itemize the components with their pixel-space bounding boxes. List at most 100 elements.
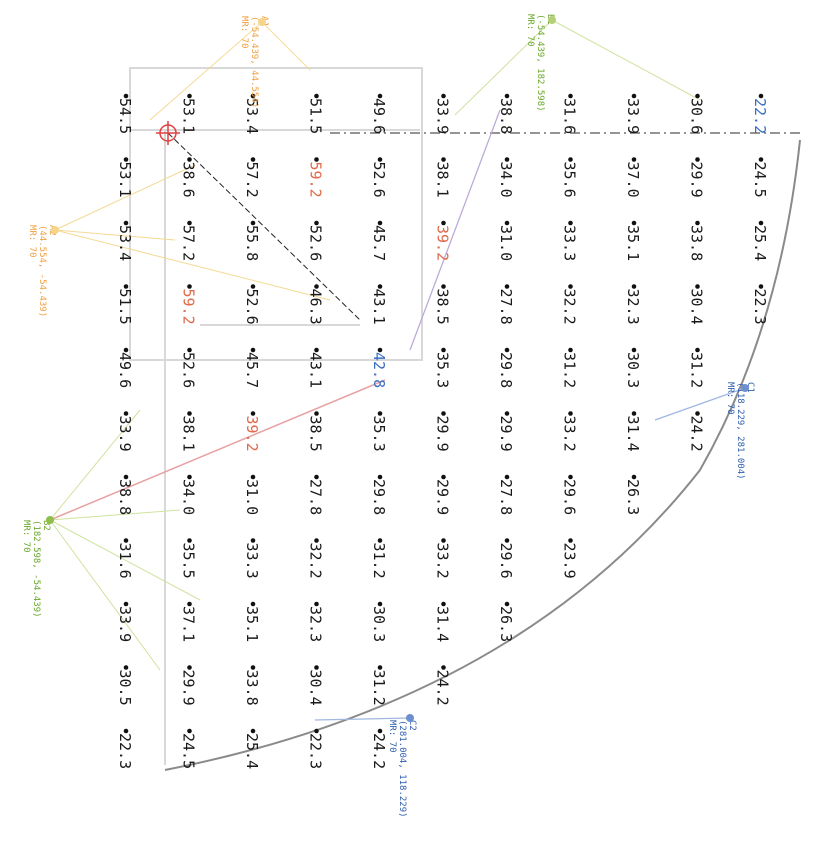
grid-point — [695, 411, 700, 416]
grid-cell: 31.2 — [370, 665, 388, 706]
grid-point — [695, 347, 700, 353]
grid-point — [187, 474, 192, 480]
grid-cell: 33.3 — [561, 220, 579, 261]
grid-point — [631, 347, 637, 353]
grid-cell: 38.6 — [180, 157, 198, 198]
grid-value: 38.5 — [307, 416, 325, 452]
grid-cell: 33.9 — [624, 93, 642, 134]
marker-a1-dot[interactable] — [258, 18, 266, 26]
grid-value: 38.1 — [180, 416, 198, 452]
grid-cell: 33.2 — [561, 411, 579, 452]
grid-value: 38.5 — [434, 289, 452, 325]
grid-cell: 38.8 — [116, 474, 134, 515]
marker-a2[interactable]: A2 (44.554, -54.439) MR: 70 — [27, 225, 57, 317]
grid-cell: 29.8 — [497, 347, 515, 388]
grid-cell: 53.4 — [243, 93, 261, 134]
marker-b2-dot[interactable] — [46, 516, 54, 524]
marker-a2-coords: (44.554, -54.439) — [37, 225, 47, 317]
marker-b1-dot[interactable] — [548, 16, 556, 24]
grid-point — [250, 347, 256, 353]
grid-cell: 43.1 — [370, 284, 388, 325]
marker-c1-dot[interactable] — [741, 384, 749, 392]
grid-value: 30.3 — [624, 352, 642, 388]
grid-point — [504, 347, 510, 353]
grid-cell: 31.6 — [561, 93, 579, 134]
grid-point — [631, 93, 637, 99]
grid-value: 37.1 — [180, 606, 198, 642]
grid-value: 31.2 — [370, 543, 388, 579]
grid-cell: 22.3 — [307, 728, 325, 769]
marker-b2[interactable]: B2 (182.598, -54.439) MR: 70 — [21, 520, 51, 618]
grid-value: 31.2 — [688, 352, 706, 388]
grid-value: 29.9 — [688, 162, 706, 198]
grid-value: 29.9 — [434, 416, 452, 452]
grid-cell: 39.2 — [434, 220, 452, 261]
grid-point — [250, 284, 256, 289]
grid-cell: 22.2 — [751, 93, 769, 134]
marker-a2-dot[interactable] — [51, 226, 59, 234]
grid-value: 32.2 — [561, 289, 579, 325]
grid-point — [314, 728, 319, 734]
marker-c2[interactable]: C2 (281.004, 118.229) MR: 70 — [387, 720, 417, 818]
grid-value: 45.7 — [370, 225, 388, 261]
grid-value: 35.6 — [561, 162, 579, 198]
grid-cell: 27.8 — [307, 474, 325, 515]
marker-c1-id: C1 — [745, 382, 755, 393]
grid-cell: 38.1 — [180, 411, 198, 452]
grid-cell: 51.5 — [307, 93, 325, 134]
marker-b2-mr: MR: 70 — [21, 520, 31, 553]
grid-value: 30.3 — [370, 606, 388, 642]
grid-cell: 27.8 — [497, 284, 515, 325]
grid-cell: 57.2 — [243, 157, 261, 198]
grid-point — [250, 411, 256, 416]
grid-value: 31.6 — [116, 543, 134, 579]
grid-value: 29.9 — [180, 670, 198, 706]
grid-cell: 37.0 — [624, 157, 642, 198]
marker-guides-orange — [54, 21, 331, 301]
grid-cell: 29.8 — [370, 474, 388, 515]
grid-value: 33.2 — [561, 416, 579, 452]
grid-point — [631, 284, 637, 289]
grid-cell: 59.2 — [180, 284, 198, 325]
grid-value: 23.9 — [561, 543, 579, 579]
grid-point — [377, 411, 383, 416]
grid-point — [123, 665, 129, 670]
grid-cell: 52.6 — [243, 284, 261, 325]
grid-cell: 33.9 — [116, 601, 134, 642]
grid-cell: 32.2 — [307, 538, 325, 579]
grid-value: 43.1 — [307, 352, 325, 388]
marker-c2-dot[interactable] — [406, 714, 414, 722]
grid-point — [314, 474, 319, 480]
grid-cell: 43.1 — [307, 347, 325, 388]
grid-value: 33.3 — [561, 225, 579, 261]
grid-cell: 35.3 — [370, 411, 388, 452]
grid-cell: 30.6 — [688, 93, 706, 134]
grid-value: 31.2 — [561, 352, 579, 388]
marker-b1[interactable]: B1 (-54.439, 182.598) MR: 70 — [525, 14, 555, 112]
marker-c1[interactable]: C1 (118.229, 281.004) MR: 70 — [725, 382, 755, 480]
target-crosshair-icon[interactable] — [156, 121, 180, 145]
grid-value: 29.6 — [497, 543, 515, 579]
grid-value: 35.3 — [370, 416, 388, 452]
grid-value: 22.3 — [116, 733, 134, 769]
grid-point — [377, 347, 383, 353]
marker-guides-green — [49, 19, 701, 671]
grid-point — [441, 347, 446, 353]
marker-a1[interactable]: A1 (-54.439, 44.554) MR: 70 — [239, 16, 269, 108]
grid-point — [695, 284, 700, 289]
grid-point — [377, 93, 383, 99]
grid-cell: 49.6 — [116, 347, 134, 388]
grid-point — [123, 284, 129, 289]
grid-value: 24.2 — [434, 670, 452, 706]
grid-cell: 34.0 — [497, 157, 515, 198]
grid-value: 39.2 — [434, 225, 452, 261]
grid-value: 29.8 — [497, 352, 515, 388]
grid-value: 53.4 — [116, 225, 134, 261]
grid-point — [758, 93, 764, 99]
grid-value: 29.9 — [434, 479, 452, 515]
grid-value: 37.0 — [624, 162, 642, 198]
grid-cell: 33.8 — [688, 220, 706, 261]
grid-cell: 31.6 — [116, 538, 134, 579]
grid-cell: 35.6 — [561, 157, 579, 198]
grid-point — [123, 93, 129, 99]
